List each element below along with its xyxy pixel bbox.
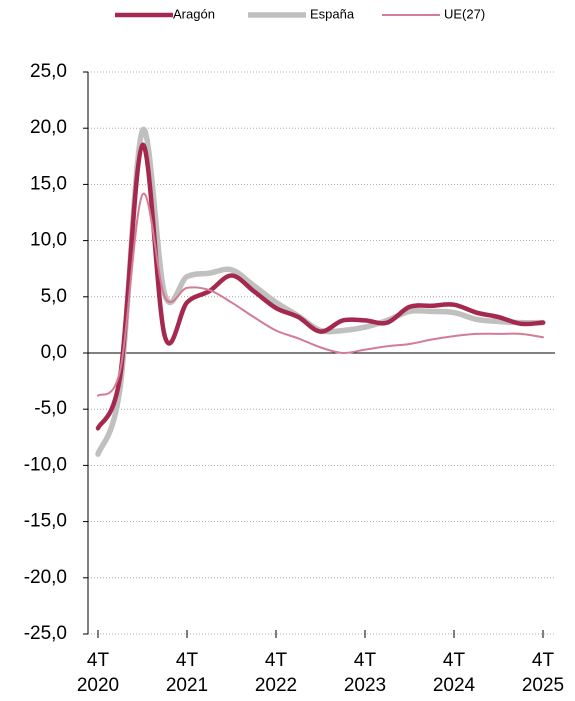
y-tick-label: 10,0 — [30, 230, 67, 251]
x-tick-label: 4T 2022 — [254, 650, 298, 696]
y-tick-label: 0,0 — [41, 342, 67, 363]
legend-label: Aragón — [173, 6, 215, 21]
series-line — [97, 192, 544, 397]
series-line — [95, 142, 546, 431]
legend-label: España — [310, 6, 355, 21]
x-tick-label: 4T 2020 — [76, 650, 120, 696]
y-tick-label: -25,0 — [24, 623, 67, 644]
y-tick-label: -5,0 — [34, 398, 67, 419]
y-tick-label: 25,0 — [30, 61, 67, 82]
x-tick-label: 4T 2025 — [521, 650, 565, 696]
x-tick-label: 4T 2021 — [165, 650, 209, 696]
x-tick-label: 4T 2023 — [343, 650, 387, 696]
y-tick-label: -10,0 — [24, 454, 67, 475]
y-tick-label: 15,0 — [30, 173, 67, 194]
x-tick-label: 4T 2024 — [432, 650, 476, 696]
y-tick-label: -20,0 — [24, 567, 67, 588]
legend-label: UE(27) — [444, 6, 485, 21]
y-tick-label: 20,0 — [30, 117, 67, 138]
y-tick-label: 5,0 — [41, 286, 67, 307]
series-line — [95, 126, 546, 457]
y-tick-label: -15,0 — [24, 511, 67, 532]
